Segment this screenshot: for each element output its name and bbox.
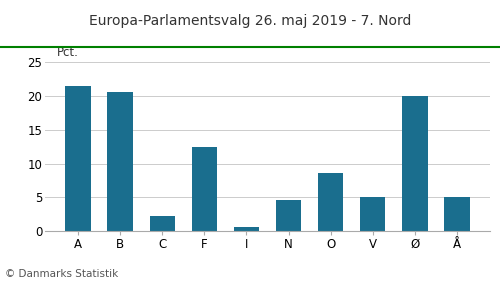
Bar bbox=[192, 147, 217, 231]
Bar bbox=[402, 96, 427, 231]
Bar bbox=[150, 216, 175, 231]
Bar bbox=[276, 200, 301, 231]
Bar bbox=[444, 197, 470, 231]
Bar bbox=[65, 86, 90, 231]
Bar bbox=[108, 92, 132, 231]
Text: © Danmarks Statistik: © Danmarks Statistik bbox=[5, 269, 118, 279]
Bar bbox=[234, 227, 259, 231]
Bar bbox=[318, 173, 344, 231]
Text: Pct.: Pct. bbox=[57, 46, 78, 59]
Text: Europa-Parlamentsvalg 26. maj 2019 - 7. Nord: Europa-Parlamentsvalg 26. maj 2019 - 7. … bbox=[89, 14, 411, 28]
Bar bbox=[360, 197, 386, 231]
